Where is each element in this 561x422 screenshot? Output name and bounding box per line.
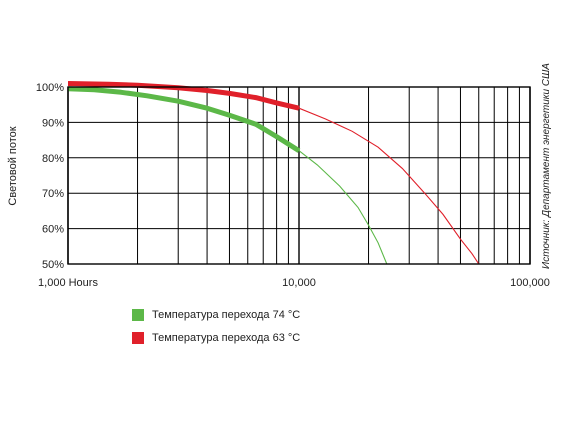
y-tick-label: 100% [36, 82, 64, 94]
y-tick-label: 80% [42, 153, 64, 165]
legend: Температура перехода 74 °C Температура п… [132, 308, 300, 354]
x-tick-label: 1,000 Hours [38, 277, 98, 289]
series-line-measured [68, 81, 300, 111]
legend-label-74c: Температура перехода 74 °C [152, 309, 301, 321]
axes [67, 86, 531, 265]
y-tick-label: 70% [42, 188, 64, 200]
y-tick-label: 60% [42, 224, 64, 236]
source-note: Источник: Департамент энергетики США [541, 63, 552, 269]
x-tick-label: 10,000 [282, 277, 316, 289]
legend-swatch-green [132, 309, 144, 321]
legend-swatch-red [132, 332, 144, 344]
legend-item-74c: Температура перехода 74 °C [132, 308, 300, 322]
legend-item-63c: Температура перехода 63 °C [132, 331, 300, 345]
y-tick-label: 50% [42, 259, 64, 271]
series-line-measured [68, 86, 301, 153]
series-line-extrapolated [68, 82, 480, 264]
x-tick-label: 100,000 [510, 277, 550, 289]
plot-frame [67, 86, 531, 265]
tick-labels: 50% 60% 70% 80% 90% 100% 1,000 Hours 10,000 100,… [36, 82, 550, 289]
series-lines [68, 81, 480, 264]
y-axis-label: Световой поток [7, 126, 19, 205]
legend-label-63c: Температура перехода 63 °C [152, 332, 301, 344]
y-tick-label: 90% [42, 117, 64, 129]
grid [67, 86, 531, 265]
